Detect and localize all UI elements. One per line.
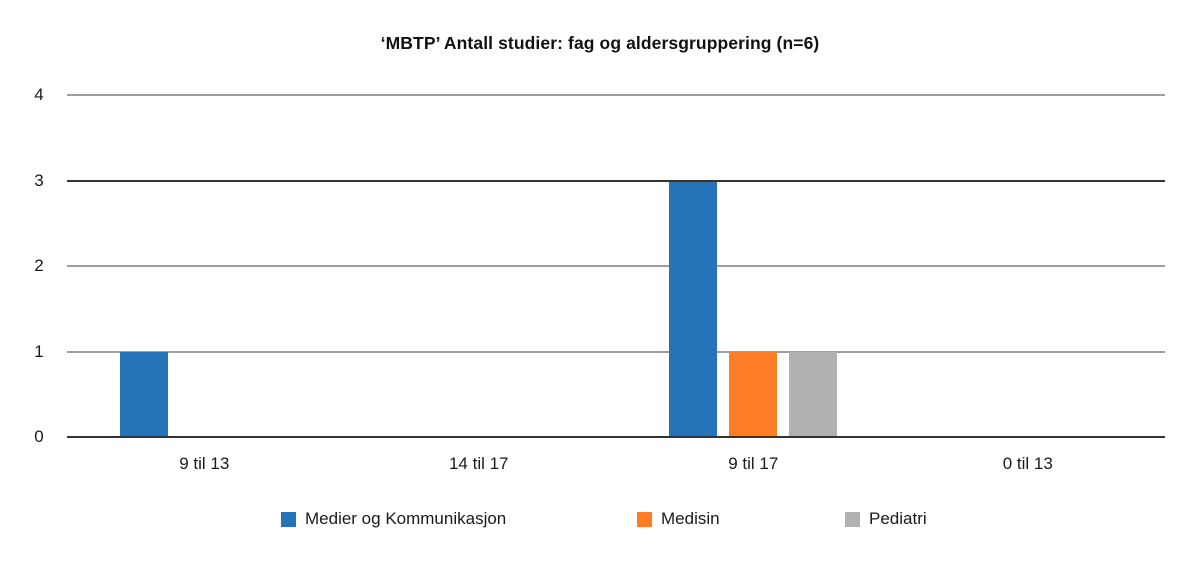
bar-medier-og-kommunikasjon-2 <box>669 180 718 437</box>
bar-medier-og-kommunikasjon-0 <box>120 351 169 437</box>
gridline-y4 <box>67 94 1165 96</box>
y-tick-label-0: 0 <box>34 427 44 446</box>
y-tick-label-1: 1 <box>34 341 44 361</box>
x-tick-label-1: 14 til 17 <box>448 454 509 473</box>
gridline-y2 <box>67 265 1165 267</box>
chart-title: ‘MBTP’ Antall studier: fag og aldersgrup… <box>380 33 820 53</box>
y-tick-label-3: 3 <box>34 170 44 190</box>
legend-item-medier-og-kommunikasjon: Medier og Kommunikasjon <box>281 508 506 530</box>
bar-medisin-2 <box>729 351 778 437</box>
legend-label: Pediatri <box>869 509 927 528</box>
y-tick-label-4: 4 <box>34 85 44 104</box>
x-tick-label-3: 0 til 13 <box>1002 454 1053 473</box>
legend-swatch-icon <box>845 511 860 527</box>
gridline-y3 <box>67 179 1165 182</box>
legend-item-pediatri: Pediatri <box>845 508 927 530</box>
plot-area <box>67 94 1165 438</box>
legend-swatch-icon <box>281 511 296 527</box>
x-tick-label-0: 9 til 13 <box>179 454 230 473</box>
y-tick-label-2: 2 <box>34 256 44 275</box>
gridline-y1 <box>67 350 1165 353</box>
legend-label: Medier og Kommunikasjon <box>305 509 507 528</box>
x-axis-line <box>67 436 1165 438</box>
bar-pediatri-2 <box>789 351 838 437</box>
legend-swatch-icon <box>637 511 652 527</box>
x-tick-label-2: 9 til 17 <box>728 454 779 473</box>
legend-label: Medisin <box>661 509 720 528</box>
legend-item-medisin: Medisin <box>637 508 720 530</box>
